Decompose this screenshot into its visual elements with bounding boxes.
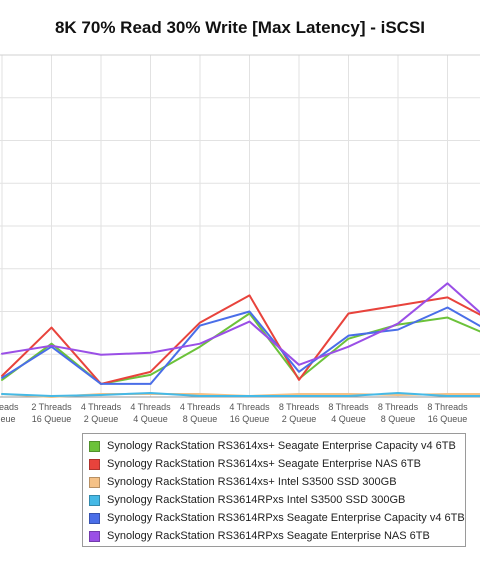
- series-lines: [1, 282, 480, 398]
- series-line-1: [1, 294, 480, 385]
- x-tick-label: 4 Threads: [130, 402, 171, 412]
- axis-frame: [0, 54, 480, 398]
- x-tick-labels: Threads Queue 2 Threads 16 Queue 4 Threads 2 …: [0, 402, 468, 424]
- x-tick-label: Queue: [0, 414, 16, 424]
- gridlines: [0, 55, 480, 397]
- x-tick-label: 8 Queue: [381, 414, 416, 424]
- legend-label: Synology RackStation RS3614RPxs Seagate …: [107, 512, 465, 524]
- x-tick-label: 8 Threads: [378, 402, 419, 412]
- chart-plot: Threads Queue 2 Threads 16 Queue 4 Threads 2 …: [0, 54, 480, 424]
- legend: Synology RackStation RS3614xs+ Seagate E…: [82, 433, 466, 547]
- x-tick-label: 2 Queue: [84, 414, 119, 424]
- legend-item: Synology RackStation RS3614RPxs Seagate …: [89, 509, 465, 527]
- x-tick-label: 4 Threads: [229, 402, 270, 412]
- legend-label: Synology RackStation RS3614xs+ Seagate E…: [107, 440, 456, 452]
- x-tick-label: 16 Queue: [32, 414, 72, 424]
- legend-item: Synology RackStation RS3614xs+ Seagate E…: [89, 437, 465, 455]
- x-tick-label: 8 Threads: [427, 402, 468, 412]
- series-line-4: [1, 306, 480, 385]
- legend-swatch: [89, 512, 100, 524]
- x-tick-label: 16 Queue: [428, 414, 468, 424]
- chart-title: 8K 70% Read 30% Write [Max Latency] - iS…: [54, 18, 426, 37]
- legend-swatch: [89, 476, 100, 488]
- legend-swatch: [89, 530, 100, 542]
- legend-label: Synology RackStation RS3614RPxs Seagate …: [107, 530, 430, 542]
- x-tick-label: 8 Queue: [183, 414, 218, 424]
- legend-item: Synology RackStation RS3614RPxs Intel S3…: [89, 491, 465, 509]
- x-tick-label: 4 Threads: [180, 402, 221, 412]
- legend-label: Synology RackStation RS3614RPxs Intel S3…: [107, 494, 406, 506]
- legend-item: Synology RackStation RS3614RPxs Seagate …: [89, 527, 465, 545]
- x-tick-label: 16 Queue: [230, 414, 270, 424]
- legend-swatch: [89, 440, 100, 452]
- legend-swatch: [89, 494, 100, 506]
- series-line-5: [1, 282, 480, 366]
- x-tick-label: Threads: [0, 402, 19, 412]
- series-line-3: [1, 391, 480, 397]
- x-tick-label: 4 Threads: [81, 402, 122, 412]
- legend-swatch: [89, 458, 100, 470]
- x-tick-label: 4 Queue: [331, 414, 366, 424]
- x-tick-label: 8 Threads: [328, 402, 369, 412]
- x-tick-label: 2 Threads: [31, 402, 72, 412]
- legend-label: Synology RackStation RS3614xs+ Intel S35…: [107, 476, 397, 488]
- legend-item: Synology RackStation RS3614xs+ Seagate E…: [89, 455, 465, 473]
- legend-item: Synology RackStation RS3614xs+ Intel S35…: [89, 473, 465, 491]
- x-tick-label: 2 Queue: [282, 414, 317, 424]
- legend-label: Synology RackStation RS3614xs+ Seagate E…: [107, 458, 421, 470]
- x-tick-label: 8 Threads: [279, 402, 320, 412]
- x-tick-label: 4 Queue: [133, 414, 168, 424]
